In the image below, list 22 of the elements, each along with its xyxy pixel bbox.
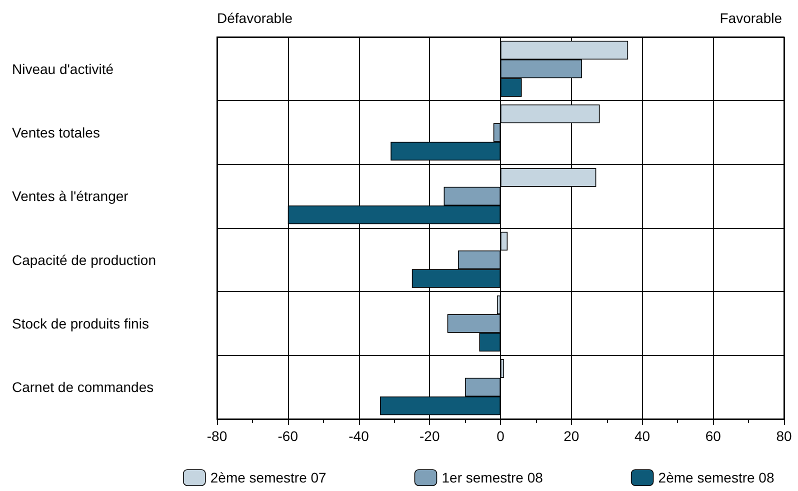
x-tick-label: 0 (496, 428, 505, 444)
bar (500, 359, 504, 378)
bar (500, 232, 508, 250)
legend-label: 2ème semestre 07 (210, 470, 327, 486)
x-tick-label: -80 (206, 428, 228, 444)
legend-label: 2ème semestre 08 (658, 470, 774, 486)
legend-label: 1er semestre 08 (442, 470, 544, 486)
x-tick-label: -20 (420, 428, 440, 444)
y-tick-label: Capacité de production (12, 252, 156, 268)
text: Favorable (720, 10, 782, 26)
x-tick-label: 60 (705, 428, 722, 444)
y-tick-label: Ventes totales (12, 124, 100, 140)
x-tick-label: 20 (564, 428, 580, 444)
x-tick-label: 40 (634, 428, 650, 444)
y-tick-label: Niveau d'activité (12, 60, 114, 77)
x-tick-label: -60 (278, 428, 298, 444)
y-tick-label: Carnet de commandes (12, 379, 154, 396)
x-tick-label: -40 (348, 428, 370, 444)
y-tick-label: Ventes à l'étranger (12, 188, 129, 204)
x-tick-label: 80 (776, 428, 792, 444)
y-tick-label: Stock de produits finis (12, 316, 149, 332)
text: Défavorable (217, 10, 293, 26)
